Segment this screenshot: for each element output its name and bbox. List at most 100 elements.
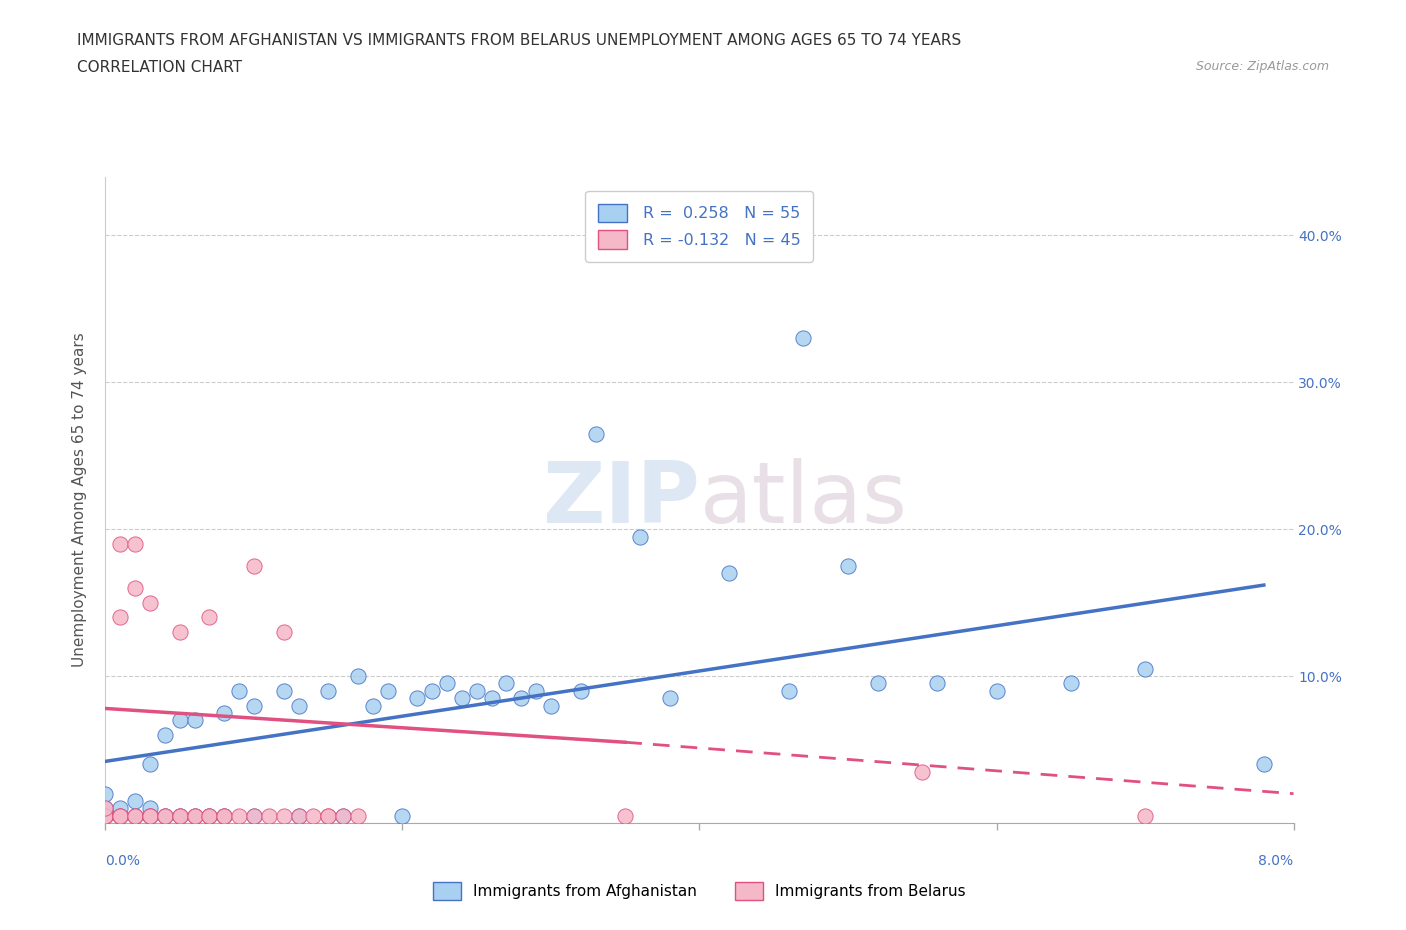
Point [198,808,221,823]
Point [481,691,503,706]
Point [183,712,205,727]
Point [287,808,309,823]
Point [347,808,370,823]
Point [243,808,266,823]
Point [287,698,309,713]
Point [198,808,221,823]
Point [1133,808,1156,823]
Point [153,808,176,823]
Text: atlas: atlas [700,458,907,541]
Point [628,529,651,544]
Point [139,595,162,610]
Point [139,808,162,823]
Legend: Immigrants from Afghanistan, Immigrants from Belarus: Immigrants from Afghanistan, Immigrants … [427,876,972,906]
Point [347,669,370,684]
Point [94,808,117,823]
Point [153,808,176,823]
Point [332,808,354,823]
Point [110,610,132,625]
Point [169,808,191,823]
Point [139,808,162,823]
Point [450,691,472,706]
Point [927,676,949,691]
Point [94,808,117,823]
Text: 0.0%: 0.0% [105,854,141,868]
Point [94,801,117,816]
Point [361,698,384,713]
Point [406,691,429,706]
Point [110,801,132,816]
Text: ZIP: ZIP [541,458,700,541]
Point [214,808,236,823]
Point [169,808,191,823]
Point [183,808,205,823]
Text: 8.0%: 8.0% [1258,854,1294,868]
Point [94,801,117,816]
Point [510,691,533,706]
Point [94,786,117,801]
Point [214,808,236,823]
Point [273,808,295,823]
Point [110,808,132,823]
Point [94,808,117,823]
Point [778,684,800,698]
Point [214,706,236,721]
Point [316,808,339,823]
Point [243,559,266,574]
Point [792,331,814,346]
Point [110,808,132,823]
Point [837,559,859,574]
Point [139,808,162,823]
Y-axis label: Unemployment Among Ages 65 to 74 years: Unemployment Among Ages 65 to 74 years [72,333,87,667]
Point [183,808,205,823]
Point [169,712,191,727]
Text: CORRELATION CHART: CORRELATION CHART [77,60,242,75]
Point [214,808,236,823]
Point [124,793,146,808]
Point [316,808,339,823]
Point [139,801,162,816]
Point [169,625,191,640]
Point [139,808,162,823]
Point [287,808,309,823]
Point [585,426,607,441]
Point [124,537,146,551]
Point [94,808,117,823]
Point [302,808,325,823]
Point [124,808,146,823]
Point [124,808,146,823]
Point [495,676,517,691]
Point [198,610,221,625]
Point [658,691,681,706]
Point [257,808,280,823]
Text: IMMIGRANTS FROM AFGHANISTAN VS IMMIGRANTS FROM BELARUS UNEMPLOYMENT AMONG AGES 6: IMMIGRANTS FROM AFGHANISTAN VS IMMIGRANT… [77,33,962,47]
Point [1253,757,1275,772]
Point [273,684,295,698]
Point [273,625,295,640]
Point [377,684,399,698]
Point [436,676,458,691]
Point [316,684,339,698]
Point [524,684,547,698]
Point [465,684,488,698]
Point [94,808,117,823]
Point [391,808,413,823]
Point [198,808,221,823]
Point [110,808,132,823]
Point [139,757,162,772]
Point [614,808,637,823]
Point [124,808,146,823]
Point [110,808,132,823]
Point [1133,661,1156,676]
Point [569,684,592,698]
Point [243,698,266,713]
Point [183,808,205,823]
Point [228,808,250,823]
Point [243,808,266,823]
Point [153,727,176,742]
Point [169,808,191,823]
Point [124,580,146,595]
Point [153,808,176,823]
Point [986,684,1008,698]
Point [228,684,250,698]
